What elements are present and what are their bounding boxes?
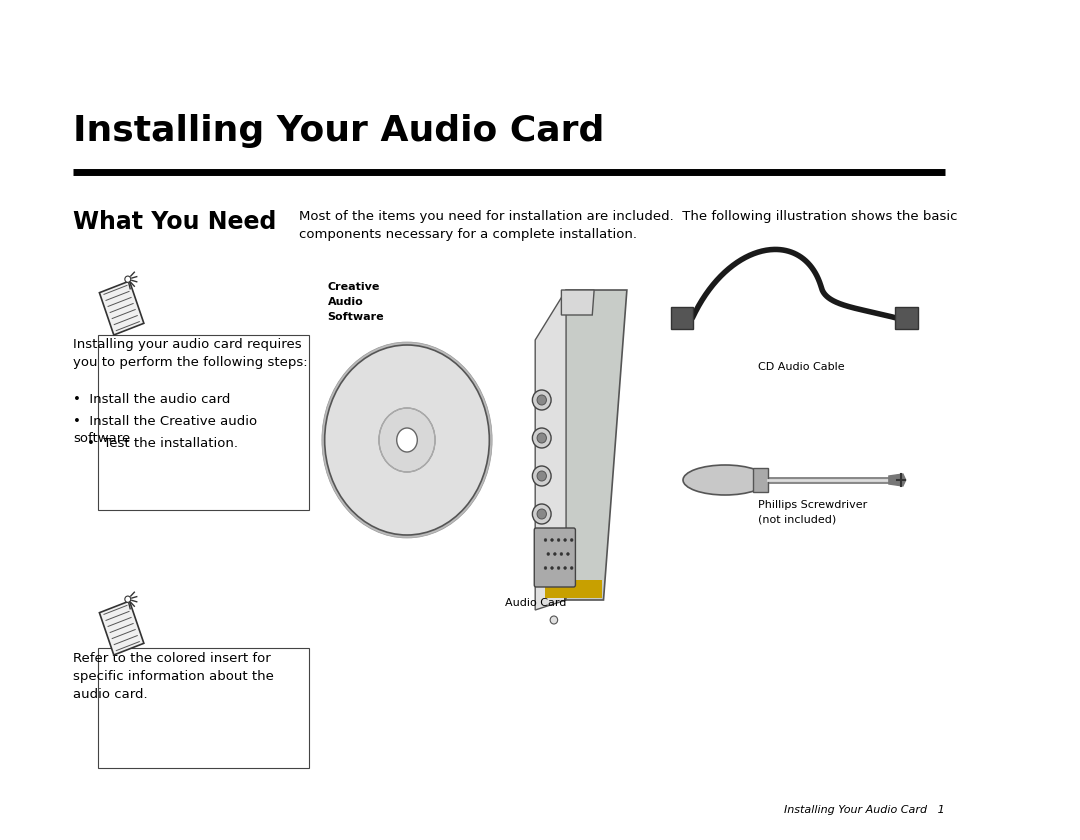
Polygon shape	[562, 290, 594, 315]
Circle shape	[544, 566, 546, 570]
Circle shape	[564, 566, 567, 570]
Bar	[98, 335, 309, 510]
Circle shape	[551, 538, 553, 542]
Ellipse shape	[683, 465, 767, 495]
Circle shape	[125, 596, 131, 602]
Text: CD Audio Cable: CD Audio Cable	[758, 362, 845, 372]
Polygon shape	[889, 474, 906, 486]
Ellipse shape	[322, 342, 492, 538]
Circle shape	[537, 471, 546, 481]
Text: Audio Card: Audio Card	[505, 598, 567, 608]
Circle shape	[544, 538, 546, 542]
Bar	[544, 580, 602, 598]
Circle shape	[125, 276, 131, 282]
Polygon shape	[99, 601, 144, 655]
Circle shape	[561, 553, 563, 555]
Text: •  Install the audio card: • Install the audio card	[73, 393, 230, 406]
Circle shape	[532, 504, 551, 524]
Text: Most of the items you need for installation are included.  The following illustr: Most of the items you need for installat…	[299, 210, 958, 241]
Ellipse shape	[325, 345, 489, 535]
Circle shape	[532, 466, 551, 486]
Ellipse shape	[396, 428, 417, 452]
Circle shape	[567, 553, 569, 555]
Circle shape	[539, 564, 544, 570]
Circle shape	[551, 566, 553, 570]
Circle shape	[532, 390, 551, 410]
Circle shape	[557, 566, 561, 570]
Ellipse shape	[379, 408, 435, 472]
Text: Installing your audio card requires
you to perform the following steps:: Installing your audio card requires you …	[73, 338, 308, 369]
Polygon shape	[536, 290, 566, 610]
Text: Installing Your Audio Card: Installing Your Audio Card	[73, 114, 605, 148]
Text: Installing Your Audio Card   1: Installing Your Audio Card 1	[784, 805, 945, 815]
Circle shape	[532, 428, 551, 448]
Text: Refer to the colored insert for
specific information about the
audio card.: Refer to the colored insert for specific…	[73, 652, 274, 701]
Text: Phillips Screwdriver
(not included): Phillips Screwdriver (not included)	[758, 500, 867, 524]
Circle shape	[537, 395, 546, 405]
Circle shape	[550, 616, 557, 624]
Bar	[98, 648, 309, 768]
FancyBboxPatch shape	[535, 528, 576, 587]
Polygon shape	[328, 400, 485, 411]
Circle shape	[537, 433, 546, 443]
Polygon shape	[542, 290, 626, 600]
Circle shape	[537, 509, 546, 519]
Circle shape	[570, 538, 573, 542]
Circle shape	[557, 538, 561, 542]
Circle shape	[570, 566, 573, 570]
Text: •  Test the installation.: • Test the installation.	[87, 437, 238, 450]
Text: Creative
Audio
Software: Creative Audio Software	[327, 282, 384, 322]
FancyBboxPatch shape	[671, 307, 693, 329]
Polygon shape	[99, 281, 144, 335]
Circle shape	[564, 538, 567, 542]
Circle shape	[546, 553, 550, 555]
Text: •  Install the Creative audio
software: • Install the Creative audio software	[73, 415, 257, 445]
Text: What You Need: What You Need	[73, 210, 276, 234]
Circle shape	[553, 553, 556, 555]
FancyBboxPatch shape	[753, 468, 768, 492]
FancyBboxPatch shape	[895, 307, 918, 329]
